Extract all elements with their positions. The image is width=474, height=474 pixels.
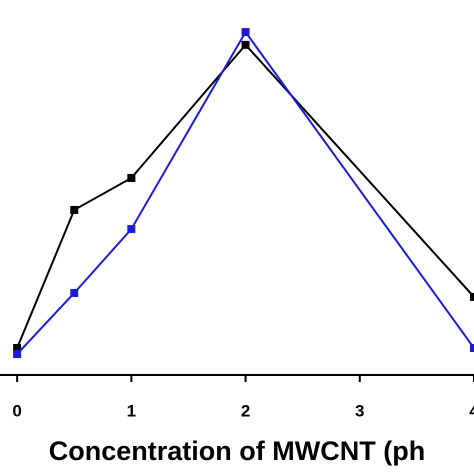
point bbox=[13, 350, 22, 359]
x-tick-label: 2 bbox=[241, 401, 250, 420]
series-line bbox=[16, 30, 474, 355]
point bbox=[127, 173, 136, 182]
x-tick-label: 4 bbox=[469, 401, 474, 420]
x-tick-label: 0 bbox=[12, 401, 21, 420]
x-tick-label: 1 bbox=[127, 401, 136, 420]
point bbox=[470, 344, 474, 353]
point bbox=[241, 40, 250, 49]
x-axis-label: Concentration of MWCNT (ph bbox=[49, 436, 425, 466]
series-line bbox=[16, 43, 474, 349]
point bbox=[127, 225, 136, 234]
point bbox=[70, 205, 79, 214]
x-tick-label: 3 bbox=[355, 401, 364, 420]
point bbox=[70, 288, 79, 297]
point bbox=[13, 344, 22, 353]
point bbox=[241, 28, 250, 37]
point bbox=[470, 292, 474, 301]
